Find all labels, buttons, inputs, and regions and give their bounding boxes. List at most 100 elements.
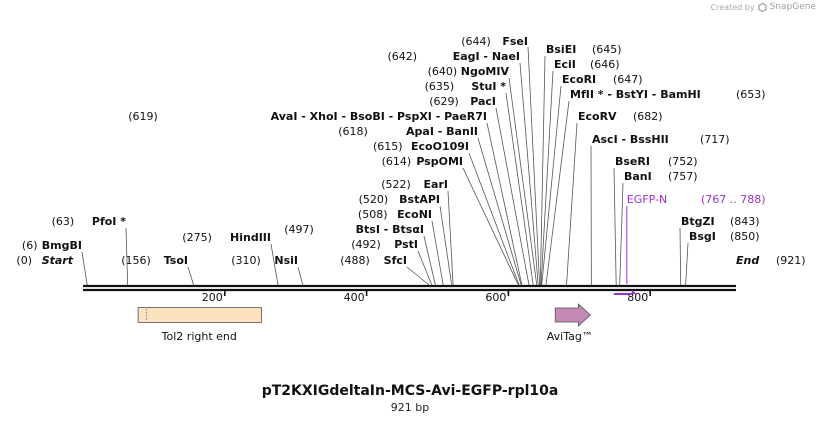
start-position: (0)	[16, 254, 32, 267]
site-bsiei: BsiEI (645)	[539, 43, 622, 286]
site-name: ApaI - BanII	[406, 125, 478, 138]
site-name: NgoMIV	[461, 65, 510, 78]
site-position: (644)	[461, 35, 491, 48]
site-name: BtsI - BtsαI	[356, 223, 424, 236]
site-name: EcoRV	[578, 110, 617, 123]
end-position: (921)	[776, 254, 806, 267]
site-btgzi: BtgZI (843)	[679, 215, 760, 286]
ruler-label: 200	[202, 291, 223, 304]
site-position: (843)	[730, 215, 760, 228]
site-bstapi: BstAPI (520)	[359, 193, 453, 286]
site-psti: PstI (492)	[351, 238, 433, 286]
site-name: BseRI	[615, 155, 650, 168]
site-btsi: BtsI - BtsαI (497)	[284, 223, 436, 286]
site-connector-line	[527, 46, 541, 286]
site-hindiii: HindIII (275)	[182, 231, 279, 286]
site-connector-line	[462, 167, 519, 286]
primer-range: (767 .. 788)	[701, 193, 766, 206]
site-connector-line	[187, 266, 194, 286]
site-connector-line	[406, 266, 430, 286]
site-name: BsgI	[689, 230, 716, 243]
site-connector-line	[297, 266, 304, 286]
site-name: EarI	[424, 178, 448, 191]
site-position: (497)	[284, 223, 314, 236]
site-position: (275)	[182, 231, 212, 244]
site-name: EcoRI	[562, 73, 596, 86]
snapgene-logo-icon	[757, 2, 767, 12]
feature-tol2-right-end-box	[137, 307, 262, 323]
site-position: (492)	[351, 238, 381, 251]
feature-avitag-arrow	[554, 303, 591, 327]
site-connector-line	[495, 107, 530, 286]
site-position: (508)	[358, 208, 388, 221]
site-position: (642)	[388, 50, 418, 63]
site-name: EciI	[554, 58, 576, 71]
site-connector-line	[439, 205, 453, 286]
site-name: BmgBI	[42, 239, 82, 252]
site-connector-line	[447, 190, 454, 286]
site-connector-line	[685, 242, 689, 286]
site-connector-line	[505, 92, 534, 286]
site-position: (653)	[736, 88, 766, 101]
feature-tol2-right-end-label: Tol2 right end	[161, 330, 237, 343]
end-label: End	[736, 254, 759, 267]
site-position: (640)	[428, 65, 458, 78]
site-name: TsoI	[164, 254, 188, 267]
site-connector-line	[539, 55, 546, 286]
site-position: (850)	[730, 230, 760, 243]
site-stui: StuI * (635)	[425, 80, 534, 286]
site-position: (156)	[121, 254, 151, 267]
site-connector-line	[477, 137, 522, 286]
site-name: EagI - NaeI	[453, 50, 520, 63]
site-sfci: SfcI (488)	[340, 254, 430, 286]
site-position: (310)	[231, 254, 261, 267]
site-connector-line	[540, 70, 554, 286]
site-position: (682)	[633, 110, 663, 123]
sequence-map: 200 400 600 800 BmgBI (6) PfoI * (63) TsoI (156) H…	[16, 35, 806, 343]
primer-arrow-head	[631, 290, 637, 294]
site-position: (752)	[668, 155, 698, 168]
site-connector-line	[486, 122, 523, 286]
site-name: AscI - BssHII	[592, 133, 669, 146]
site-paci: PacI (629)	[429, 95, 530, 286]
site-name: NsiI	[274, 254, 298, 267]
site-name: StuI *	[471, 80, 506, 93]
site-name: PfoI *	[92, 215, 126, 228]
site-bmgbi: BmgBI (6)	[22, 239, 88, 286]
site-nsii: NsiI (310)	[231, 254, 304, 286]
feature-avitag-label: AviTag™	[547, 330, 593, 343]
site-position: (757)	[668, 170, 698, 183]
site-connector-line	[81, 251, 88, 286]
site-name: PacI	[470, 95, 496, 108]
site-econi: EcoNI (508)	[358, 208, 444, 286]
site-position: (618)	[338, 125, 368, 138]
site-position: (629)	[429, 95, 459, 108]
site-name: EcoO109I	[411, 140, 469, 153]
map-title: pT2KXIGdeltaIn-MCS-Avi-EGFP-rpl10a	[261, 383, 559, 399]
site-connector-line	[125, 227, 129, 286]
site-position: (619)	[128, 110, 158, 123]
site-ecii: EciI (646)	[540, 58, 620, 286]
site-name: FseI	[502, 35, 528, 48]
site-position: (635)	[425, 80, 455, 93]
site-connector-line	[519, 62, 539, 286]
site-pfoi: PfoI * (63)	[52, 215, 129, 286]
site-name: PspOMI	[416, 155, 463, 168]
site-connector-line	[417, 250, 433, 286]
site-avai: AvaI - XhoI - BsoBI - PspXI - PaeR7I (619…	[128, 110, 523, 286]
site-mfii: MfII * - BstYI - BamHI (653)	[545, 88, 766, 286]
site-connector-line	[508, 77, 538, 286]
site-connector-line	[619, 182, 624, 286]
site-asci: AscI - BssHII (717)	[590, 133, 730, 286]
ruler-label: 800	[627, 291, 648, 304]
site-name: BstAPI	[399, 193, 440, 206]
site-bseri: BseRI (752)	[613, 155, 698, 286]
site-name: BanI	[624, 170, 652, 183]
site-connector-line	[423, 235, 436, 286]
site-position: (615)	[373, 140, 403, 153]
site-connector-line	[431, 220, 444, 286]
site-position: (614)	[382, 155, 412, 168]
site-ecori: EcoRI (647)	[541, 73, 643, 286]
site-tsoi: TsoI (156)	[121, 254, 194, 286]
site-connector-line	[270, 243, 279, 286]
